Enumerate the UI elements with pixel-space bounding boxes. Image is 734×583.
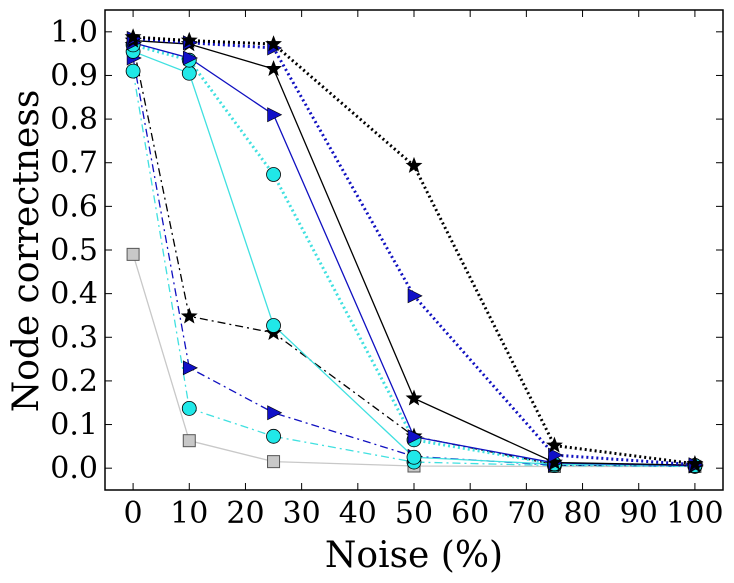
data-point-circle — [266, 428, 281, 444]
x-axis-label: Noise (%) — [325, 535, 503, 576]
data-point-star — [405, 389, 423, 406]
axes: 0 10 20 30 40 50 60 70 80 90 100 0.0 0.1 0.2 0.3 0.4 0.5… — [50, 10, 724, 531]
series-line — [132, 43, 695, 468]
y-tick-label: 0.1 — [50, 408, 98, 443]
data-point-star — [265, 35, 282, 52]
data-point-triangle — [182, 360, 198, 376]
data-point-star — [180, 31, 198, 48]
y-tick-label: 1.0 — [50, 15, 98, 50]
x-tick-label: 20 — [226, 496, 264, 531]
data-point-square — [126, 247, 140, 261]
data-point-circle — [266, 318, 281, 333]
data-point-triangle — [267, 405, 283, 421]
data-point-circle — [181, 65, 197, 81]
y-tick-label: 0.5 — [50, 233, 98, 268]
y-tick-label: 0.9 — [50, 58, 98, 93]
y-tick-label: 0.3 — [50, 320, 98, 355]
series-blue-triangle-dotted — [132, 36, 696, 467]
data-point-star — [686, 454, 704, 471]
series-black-star-dotted-markers — [124, 28, 704, 471]
y-tick-label: 0.6 — [50, 189, 98, 224]
x-tick-label: 80 — [563, 496, 601, 531]
data-point-star — [405, 156, 423, 173]
x-tick-label: 10 — [170, 496, 208, 531]
x-tick-label: 90 — [620, 496, 658, 531]
series-cyan-circle-dotted — [132, 43, 695, 468]
data-point-triangle — [267, 107, 283, 123]
data-point-circle — [181, 400, 197, 416]
y-tick-label: 0.2 — [50, 364, 98, 399]
data-point-circle — [125, 63, 141, 79]
y-tick-label: 0.8 — [50, 102, 98, 137]
series-black-star-solid — [133, 39, 695, 466]
x-tick-label: 60 — [451, 496, 489, 531]
y-tick-label: 0.7 — [50, 146, 98, 181]
y-tick-label: 0.4 — [50, 277, 98, 312]
data-point-star — [265, 60, 282, 77]
data-point-circle — [266, 167, 281, 182]
y-axis-label: Node correctness — [6, 90, 47, 413]
plot-area — [124, 28, 704, 474]
data-point-triangle — [182, 50, 198, 66]
series-line — [132, 36, 696, 467]
data-point-triangle — [548, 447, 564, 463]
x-tick-label: 50 — [395, 496, 433, 531]
data-point-square — [267, 455, 281, 469]
y-tick-label: 0.0 — [50, 451, 98, 486]
data-point-star — [546, 436, 563, 453]
series-black-star-dotted — [132, 35, 696, 466]
x-tick-label: 100 — [666, 496, 723, 531]
series-line — [132, 254, 695, 468]
data-point-star — [124, 28, 142, 45]
x-tick-label: 40 — [339, 496, 377, 531]
x-tick-label: 0 — [124, 496, 143, 531]
data-point-square — [182, 434, 196, 448]
x-tick-label: 30 — [283, 496, 321, 531]
data-point-triangle — [407, 288, 423, 304]
data-point-triangle — [407, 429, 423, 445]
data-point-circle — [406, 449, 422, 465]
series-line — [133, 39, 695, 466]
series-gray-square — [132, 254, 695, 468]
x-tick-label: 70 — [507, 496, 545, 531]
series-line — [132, 35, 696, 466]
data-point-star — [180, 307, 198, 324]
